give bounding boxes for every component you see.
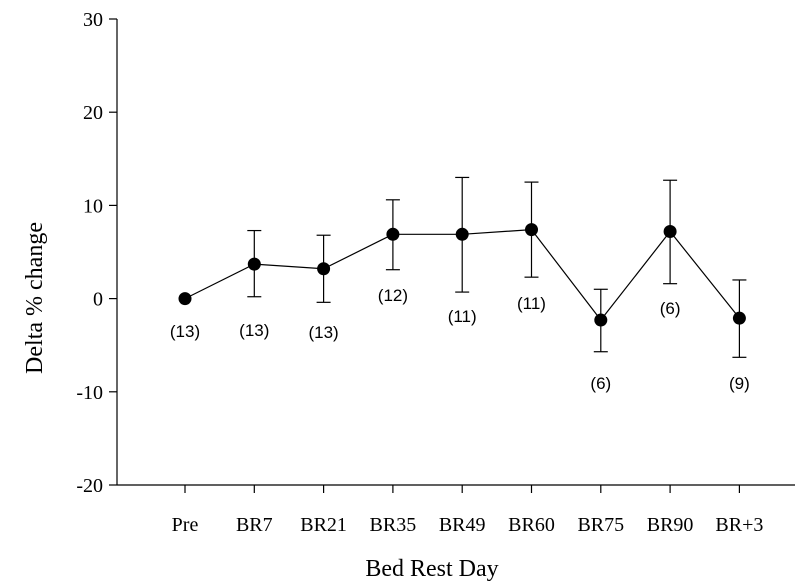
- x-tick-label: BR49: [439, 514, 486, 536]
- data-point: [455, 227, 469, 241]
- x-tick-label: BR7: [236, 514, 273, 536]
- data-point: [247, 257, 261, 271]
- x-tick-label: BR21: [300, 514, 347, 536]
- x-tick-label: Pre: [172, 514, 199, 536]
- sample-size-label: (13): [239, 321, 269, 340]
- sample-size-label: (6): [660, 299, 681, 318]
- data-point: [317, 262, 331, 276]
- data-point: [525, 223, 538, 237]
- x-tick-label: BR60: [508, 514, 555, 536]
- sample-size-label: (6): [590, 374, 611, 393]
- y-tick-label: -20: [76, 475, 103, 497]
- sample-size-label: (13): [308, 323, 338, 342]
- y-axis-ticks: 30 20 10 0 -10 -20: [76, 9, 117, 497]
- sample-size-label: (12): [378, 286, 408, 305]
- data-series: [178, 223, 746, 327]
- y-tick-label: 30: [83, 9, 103, 31]
- sample-size-label: (9): [729, 374, 750, 393]
- data-point: [663, 224, 677, 238]
- y-tick-label: 0: [93, 289, 103, 311]
- sample-size-label: (11): [517, 294, 546, 313]
- x-tick-label: BR+3: [715, 514, 763, 536]
- x-axis-ticks: Pre BR7 BR21 BR35 BR49 BR60 BR75 BR90 BR+3: [172, 485, 763, 536]
- sample-size-label: (11): [448, 307, 477, 326]
- y-tick-label: -10: [76, 382, 103, 404]
- x-tick-label: BR75: [577, 514, 624, 536]
- data-point: [732, 311, 746, 325]
- y-tick-label: 20: [83, 102, 103, 124]
- data-point: [178, 292, 192, 306]
- data-point: [594, 313, 608, 327]
- y-axis-title: Delta % change: [22, 222, 48, 374]
- x-axis-title: Bed Rest Day: [365, 556, 498, 582]
- data-point: [386, 227, 400, 241]
- y-tick-label: 10: [83, 195, 103, 217]
- chart-axes: [116, 19, 795, 486]
- x-tick-label: BR90: [647, 514, 694, 536]
- x-tick-label: BR35: [370, 514, 417, 536]
- sample-size-labels: (13) (13) (13) (12) (11) (11) (6) (6) (9): [170, 286, 750, 393]
- sample-size-label: (13): [170, 322, 200, 341]
